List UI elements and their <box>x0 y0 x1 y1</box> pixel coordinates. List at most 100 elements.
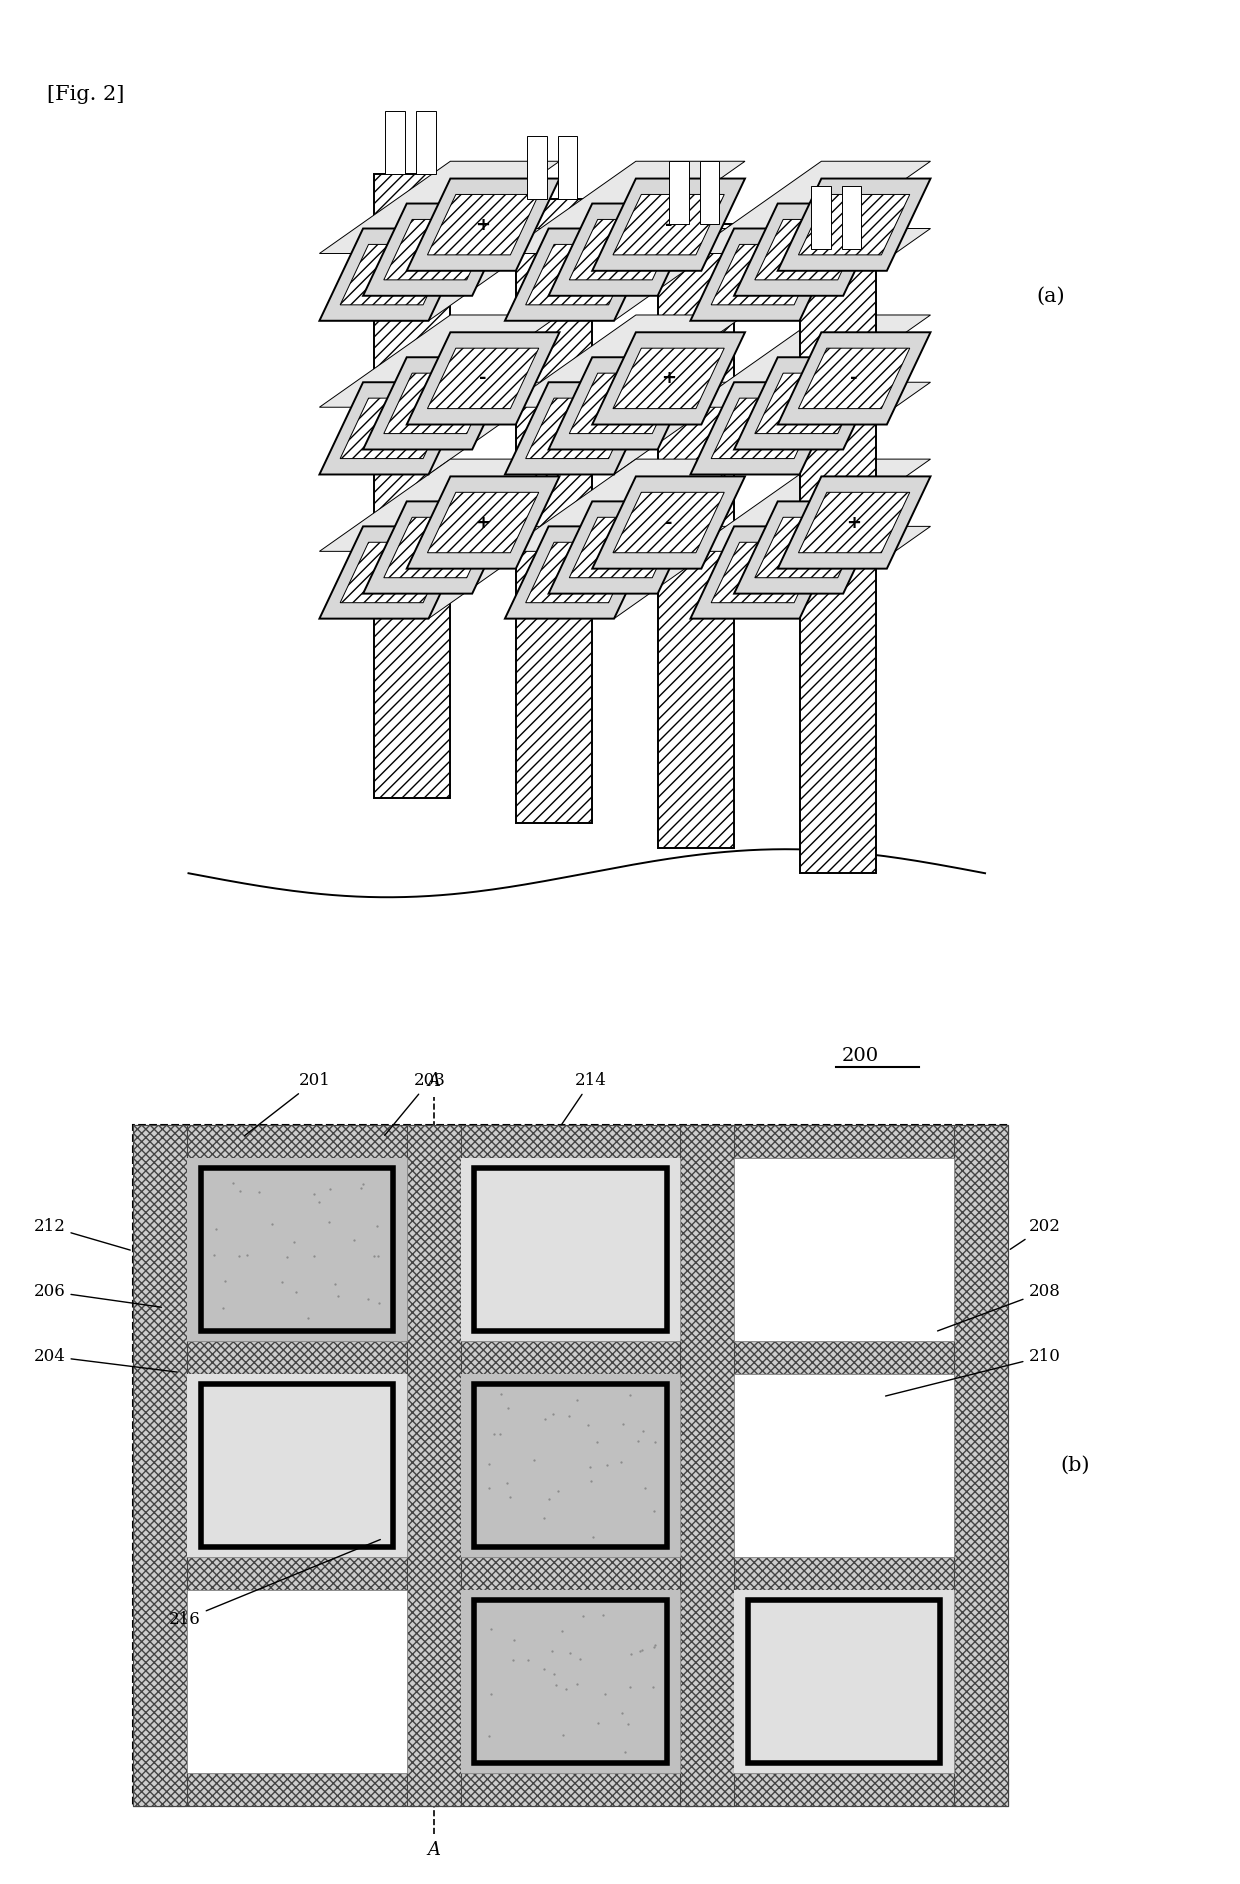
Bar <box>474 1385 667 1547</box>
Bar <box>748 1600 940 1763</box>
Polygon shape <box>777 332 930 424</box>
Polygon shape <box>842 187 862 249</box>
Polygon shape <box>755 373 866 433</box>
Polygon shape <box>755 518 866 578</box>
Text: -: - <box>621 539 629 556</box>
Polygon shape <box>320 382 559 475</box>
Polygon shape <box>505 460 745 552</box>
Polygon shape <box>593 179 745 271</box>
Polygon shape <box>320 228 559 320</box>
Text: 204: 204 <box>33 1347 177 1372</box>
Text: -: - <box>578 266 585 284</box>
Polygon shape <box>755 219 866 281</box>
Text: 214: 214 <box>562 1072 608 1125</box>
Text: +: + <box>661 369 676 388</box>
Polygon shape <box>593 332 745 424</box>
Bar <box>474 1168 667 1330</box>
Polygon shape <box>548 501 702 593</box>
Polygon shape <box>363 203 516 296</box>
Polygon shape <box>340 245 451 305</box>
Polygon shape <box>516 198 593 823</box>
Polygon shape <box>407 179 559 271</box>
Text: A: A <box>427 1072 440 1089</box>
Polygon shape <box>505 228 745 320</box>
Text: +: + <box>432 539 446 556</box>
Bar <box>734 1157 954 1341</box>
Text: -: - <box>435 394 443 413</box>
Bar <box>187 1157 407 1341</box>
Bar <box>187 1373 407 1558</box>
Bar <box>133 1125 1008 1805</box>
Text: -: - <box>665 514 672 531</box>
Polygon shape <box>691 460 930 552</box>
Polygon shape <box>569 518 681 578</box>
Bar <box>680 1125 734 1805</box>
Polygon shape <box>548 203 702 296</box>
Polygon shape <box>320 382 472 475</box>
Polygon shape <box>505 315 745 407</box>
Bar <box>461 1157 680 1341</box>
Bar <box>461 1373 680 1558</box>
Polygon shape <box>691 526 843 618</box>
Text: 203: 203 <box>384 1072 445 1136</box>
Text: 202: 202 <box>1011 1219 1060 1249</box>
Polygon shape <box>526 398 637 458</box>
Polygon shape <box>593 477 745 569</box>
Bar <box>461 1157 680 1341</box>
Polygon shape <box>799 194 910 254</box>
Polygon shape <box>699 162 719 224</box>
Polygon shape <box>712 543 822 603</box>
Text: +: + <box>759 266 774 284</box>
Bar <box>133 1558 1008 1590</box>
Bar <box>407 1125 461 1805</box>
Polygon shape <box>526 245 637 305</box>
Text: -: - <box>763 420 770 437</box>
Text: 201: 201 <box>244 1072 331 1136</box>
Bar <box>133 1773 1008 1805</box>
Polygon shape <box>415 111 435 173</box>
Text: +: + <box>574 420 589 437</box>
Bar <box>461 1590 680 1773</box>
Text: +: + <box>388 563 403 582</box>
Text: 210: 210 <box>885 1347 1060 1396</box>
Polygon shape <box>691 526 930 618</box>
Polygon shape <box>363 501 516 593</box>
Polygon shape <box>613 349 724 409</box>
Polygon shape <box>799 349 910 409</box>
Text: (a): (a) <box>1037 286 1065 307</box>
Text: -: - <box>665 215 672 234</box>
Polygon shape <box>320 315 559 407</box>
Polygon shape <box>320 228 472 320</box>
Text: -: - <box>578 563 585 582</box>
Text: +: + <box>476 514 491 531</box>
Polygon shape <box>777 179 930 271</box>
Bar <box>201 1385 393 1547</box>
Polygon shape <box>428 349 538 409</box>
Text: +: + <box>432 241 446 258</box>
Polygon shape <box>340 543 451 603</box>
Polygon shape <box>340 398 451 458</box>
Polygon shape <box>558 136 578 198</box>
Polygon shape <box>734 203 887 296</box>
Polygon shape <box>384 373 495 433</box>
Polygon shape <box>734 501 887 593</box>
Bar <box>461 1373 680 1558</box>
Bar <box>187 1373 407 1558</box>
Polygon shape <box>428 492 538 552</box>
Bar <box>461 1590 680 1773</box>
Polygon shape <box>320 526 472 618</box>
Polygon shape <box>734 358 887 450</box>
Polygon shape <box>691 228 843 320</box>
Polygon shape <box>320 162 559 254</box>
Text: A: A <box>427 1841 440 1860</box>
Polygon shape <box>800 249 875 874</box>
Bar <box>187 1157 407 1341</box>
Text: 206: 206 <box>33 1283 161 1307</box>
Bar <box>133 1125 187 1805</box>
Polygon shape <box>799 492 910 552</box>
Text: -: - <box>480 369 487 388</box>
Polygon shape <box>407 477 559 569</box>
Text: -: - <box>392 420 399 437</box>
Bar <box>474 1600 667 1763</box>
Polygon shape <box>548 358 702 450</box>
